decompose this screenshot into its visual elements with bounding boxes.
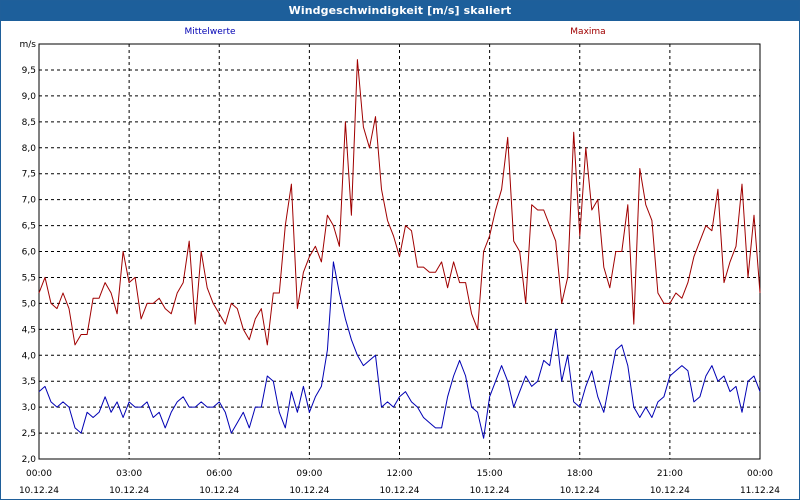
y-tick-label: 3,0 — [22, 403, 37, 413]
x-tick-date: 10.12.24 — [289, 486, 329, 496]
y-axis-label: m/s — [20, 40, 37, 50]
legend-mean: Mittelwerte — [184, 27, 235, 37]
x-tick-date: 11.12.24 — [740, 486, 780, 496]
y-tick-label: 5,5 — [22, 273, 36, 283]
x-tick-time: 09:00 — [296, 469, 322, 479]
legend-max: Maxima — [570, 27, 605, 37]
x-axis-ticks: 00:00 10.12.24 03:00 10.12.24 06:00 10.12.24 0… — [19, 469, 780, 496]
x-tick-date: 10.12.24 — [379, 486, 419, 496]
y-tick-label: 6,5 — [22, 222, 36, 232]
y-tick-label: 2,5 — [22, 429, 36, 439]
y-tick-label: 8,0 — [22, 144, 37, 154]
x-tick-time: 15:00 — [477, 469, 503, 479]
x-tick-date: 10.12.24 — [19, 486, 59, 496]
x-tick-time: 12:00 — [387, 469, 413, 479]
y-tick-label: 8,5 — [22, 118, 36, 128]
series-lines — [38, 59, 761, 439]
x-tick-time: 00:00 — [747, 469, 773, 479]
x-tick-date: 10.12.24 — [560, 486, 600, 496]
x-tick-time: 21:00 — [657, 469, 683, 479]
x-tick-time: 03:00 — [116, 469, 142, 479]
y-tick-label: 5,0 — [22, 299, 37, 309]
y-tick-label: 3,5 — [22, 377, 36, 387]
y-tick-label: 6,0 — [22, 248, 37, 258]
y-axis-ticks: 2,0 2,5 3,0 3,5 4,0 4,5 5,0 5,5 6,0 6,5 7,0 7,5 8,0 8… — [22, 66, 37, 465]
y-tick-label: 7,5 — [22, 170, 36, 180]
x-tick-time: 00:00 — [26, 469, 52, 479]
y-tick-label: 4,5 — [22, 325, 36, 335]
window-title: Windgeschwindigkeit [m/s] skaliert — [1, 1, 799, 21]
x-tick-date: 10.12.24 — [650, 486, 690, 496]
series-line-mittelwerte — [38, 261, 761, 439]
y-tick-label: 2,0 — [22, 455, 37, 465]
x-tick-date: 10.12.24 — [109, 486, 149, 496]
y-tick-label: 7,0 — [22, 196, 37, 206]
y-tick-label: 4,0 — [22, 351, 37, 361]
series-line-maxima — [38, 59, 761, 346]
x-tick-date: 10.12.24 — [199, 486, 239, 496]
y-tick-label: 9,0 — [22, 92, 37, 102]
x-tick-date: 10.12.24 — [470, 486, 510, 496]
x-tick-time: 18:00 — [567, 469, 593, 479]
x-tick-time: 06:00 — [206, 469, 232, 479]
y-tick-label: 9,5 — [22, 66, 36, 76]
